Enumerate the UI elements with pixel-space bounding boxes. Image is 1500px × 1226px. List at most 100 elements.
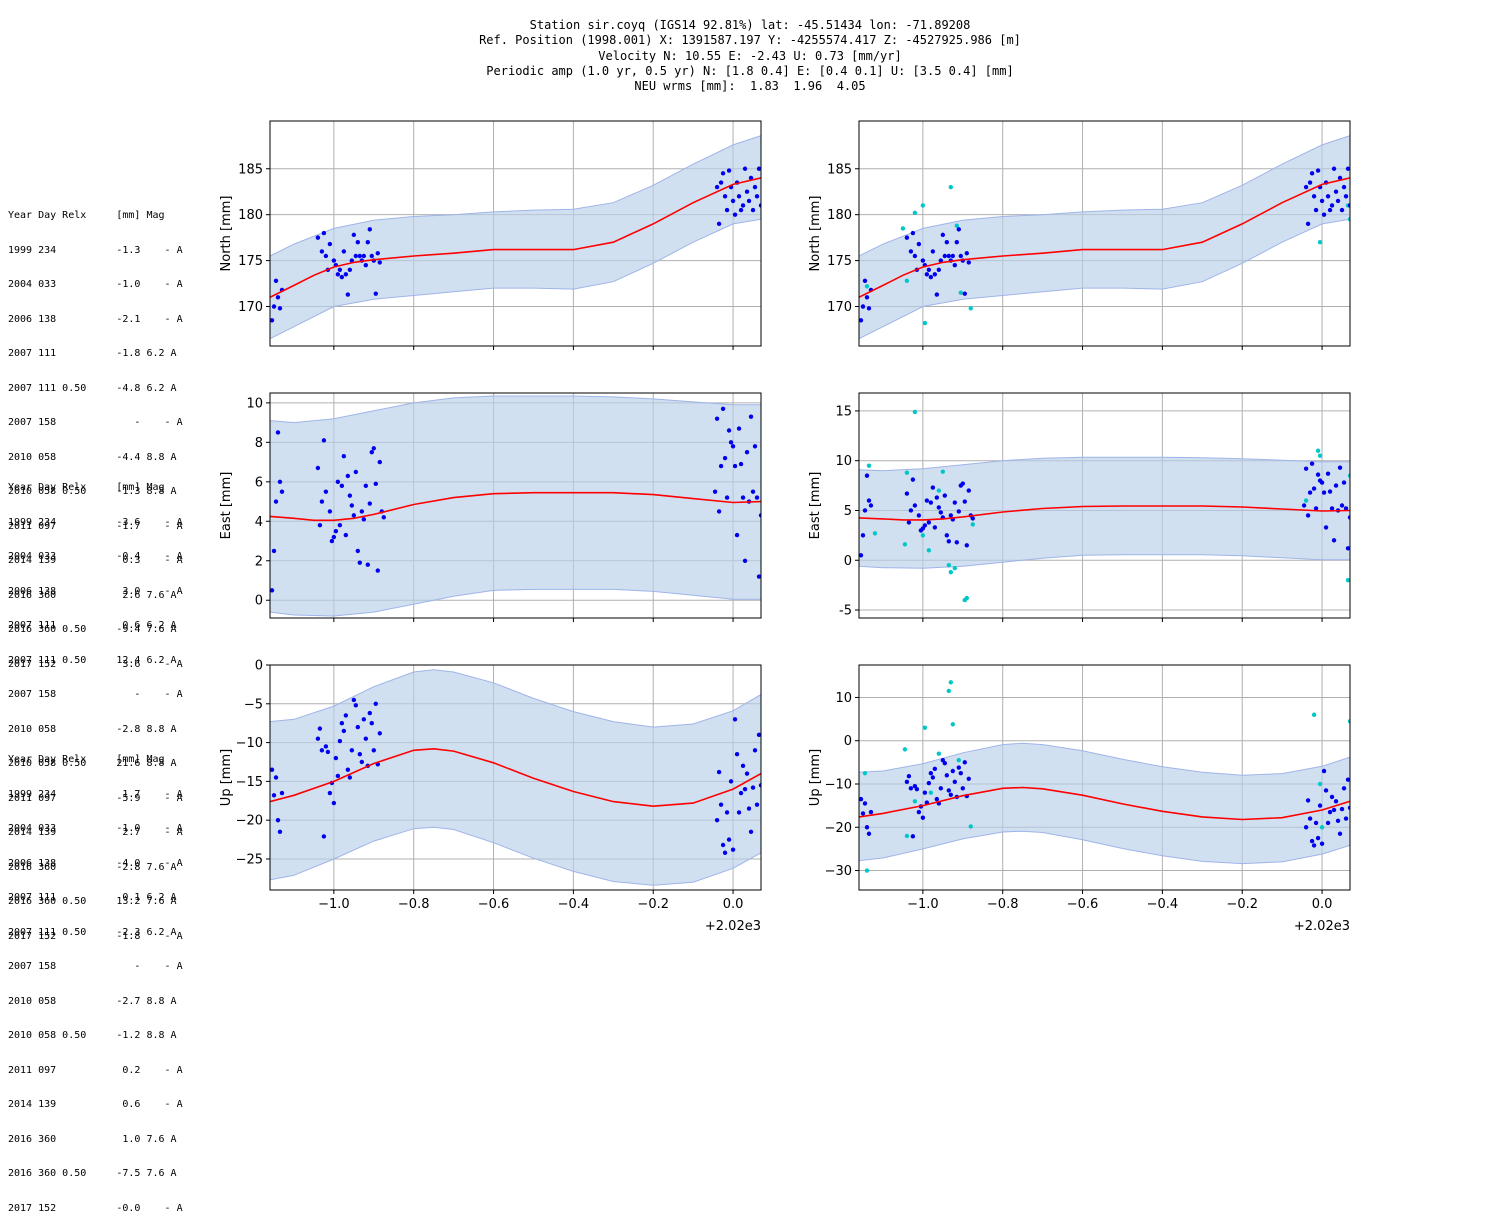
data-point [1325, 471, 1331, 476]
data-point [944, 240, 950, 245]
data-point [279, 790, 285, 796]
x-tick-label: −0.6 [478, 897, 510, 912]
x-tick-label: −0.8 [987, 897, 1019, 912]
data-point [948, 792, 954, 798]
jump-table-row: 2016 360 0.50 13.2 7.6 A [8, 896, 177, 907]
data-point [910, 230, 916, 236]
data-point [1329, 203, 1335, 208]
data-point [273, 278, 279, 283]
data-point [377, 459, 382, 465]
data-point [337, 267, 343, 272]
outlier-point [964, 595, 969, 601]
data-point [273, 775, 279, 780]
outlier-point [928, 790, 934, 795]
data-point [906, 520, 912, 525]
jump-table-row: 2011 097 -1.7 - A [8, 520, 183, 532]
data-point [948, 513, 954, 518]
data-point [860, 811, 866, 816]
jump-table-row: 2017 152 -0.0 - A [8, 1202, 183, 1214]
data-point [942, 253, 948, 259]
data-point [954, 240, 960, 245]
outlier-point [904, 833, 910, 839]
y-tick-label: 185 [827, 162, 852, 177]
jump-table-row: 2007 111 0.6 6.2 A [8, 620, 177, 631]
jump-table-row: 2007 111 0.50 -4.8 6.2 A [8, 382, 177, 394]
data-point [361, 717, 367, 722]
x-tick-label: 0.0 [723, 897, 744, 912]
jump-table-header: Year Day Relx [mm] Mag [8, 482, 165, 493]
outlier-point [1303, 498, 1309, 503]
data-point [1335, 818, 1341, 823]
data-point [375, 251, 380, 256]
jump-table-row: 2007 158 - - A [8, 417, 183, 428]
data-point [920, 258, 926, 263]
data-point [347, 267, 353, 272]
data-point [722, 194, 728, 199]
data-point [928, 770, 934, 776]
confidence-band [859, 135, 1350, 340]
data-point [1333, 189, 1339, 194]
jump-table-row: 2014 139 2.7 - A [8, 827, 183, 838]
data-point [864, 473, 870, 478]
y-axis-label: North [mm] [219, 196, 234, 272]
y-tick-label: 8 [255, 436, 263, 451]
data-point [315, 235, 321, 240]
data-point [1315, 168, 1321, 173]
data-point [860, 533, 866, 538]
data-point [369, 450, 374, 455]
data-point [327, 241, 333, 247]
jump-table-row: 2010 058 0.50 21.6 8.8 A [8, 758, 177, 769]
data-point [908, 508, 914, 513]
data-point [754, 802, 760, 807]
x-tick-label: 0.0 [1312, 897, 1333, 912]
y-tick-label: 0 [844, 554, 852, 569]
data-point [335, 479, 341, 485]
data-point [1343, 506, 1349, 511]
data-point [319, 499, 325, 504]
axes-frame [858, 392, 1351, 619]
jump-table-east: Year Day Relx [mm] Mag 1999 234 -3.6 - A… [8, 459, 183, 954]
data-point [363, 736, 369, 741]
data-point [365, 562, 371, 567]
data-point [962, 291, 967, 296]
data-point [321, 230, 327, 236]
data-point [966, 488, 971, 493]
data-point [758, 513, 761, 518]
y-axis-label: East [mm] [808, 472, 823, 540]
data-point [922, 523, 928, 528]
data-point [970, 516, 975, 521]
station-header: Station sir.coyq (IGS14 92.81%) lat: -45… [0, 18, 1500, 94]
y-tick-label: 6 [255, 475, 263, 490]
time-series-plots: 170 175 180 185 North [mm] 170 175 180 185 North … [219, 120, 1351, 934]
data-point [860, 304, 866, 309]
data-point [866, 831, 872, 836]
jump-table-row: 2016 360 -2.8 7.6 A [8, 861, 177, 873]
jump-table-row: 2016 360 1.0 7.6 A [8, 1133, 177, 1145]
data-point [714, 817, 720, 823]
data-point [1339, 503, 1345, 508]
data-point [367, 227, 372, 232]
y-tick-label: −5 [244, 697, 263, 712]
data-point [724, 207, 730, 213]
data-point [868, 503, 874, 508]
data-point [932, 766, 938, 772]
data-point [327, 509, 333, 514]
data-point [962, 499, 967, 504]
data-point [275, 817, 281, 823]
data-point [1345, 166, 1350, 171]
data-point [752, 184, 758, 190]
data-point [954, 540, 960, 545]
plot-area [859, 680, 1350, 873]
data-point [369, 253, 374, 259]
axes-frame [269, 664, 762, 891]
data-point [323, 489, 329, 494]
jump-table-row: 1999 234 -3.6 - A [8, 516, 183, 528]
data-point [369, 720, 374, 726]
data-point [1303, 825, 1309, 830]
data-point [1325, 820, 1331, 826]
data-point [926, 267, 932, 272]
outlier-point [948, 184, 954, 190]
jump-table-row: 2016 360 2.6 7.6 A [8, 589, 177, 601]
y-tick-label: -5 [839, 604, 852, 619]
data-point [930, 249, 936, 254]
